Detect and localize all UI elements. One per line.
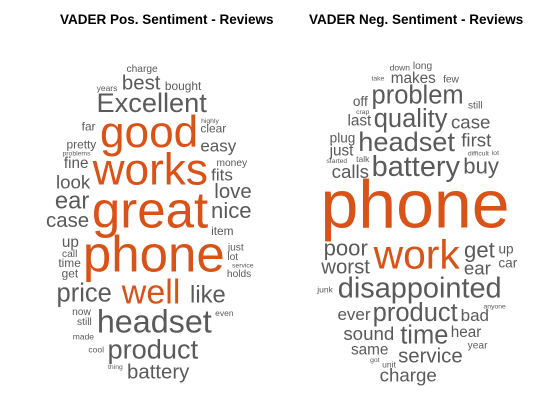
pos-word-money: money	[217, 158, 248, 169]
neg-word-lot: lot	[492, 150, 499, 157]
pos-word-cloud: great phone works good well headset Excellent p…	[15, 30, 285, 415]
neg-word-unit: unit	[382, 359, 396, 369]
neg-word-up: up	[498, 242, 513, 257]
neg-word-ever: ever	[337, 305, 370, 324]
pos-word-call: call	[62, 249, 77, 260]
neg-word-charge: charge	[380, 365, 437, 386]
pos-word-works: works	[92, 146, 208, 195]
neg-word-service: service	[398, 345, 463, 367]
neg-word-quality: quality	[374, 105, 448, 133]
neg-cloud-title: VADER Neg. Sentiment - Reviews	[309, 12, 524, 27]
neg-word-problem: problem	[372, 82, 464, 110]
pos-word-fits: fits	[211, 166, 233, 185]
neg-word-last: last	[347, 113, 372, 130]
pos-word-still: still	[77, 317, 92, 328]
neg-word-down: down	[390, 63, 411, 73]
pos-word-price: price	[57, 280, 112, 308]
neg-word-makes: makes	[391, 70, 436, 87]
pos-word-battery: battery	[127, 362, 190, 384]
pos-word-ear: ear	[55, 187, 89, 214]
neg-word-poor: poor	[324, 235, 368, 260]
pos-word-phone: phone	[83, 225, 225, 282]
neg-word-hear: hear	[451, 324, 482, 341]
pos-word-lot: lot	[227, 252, 238, 263]
neg-word-crap: crap	[356, 109, 369, 116]
neg-word-still: still	[468, 100, 483, 111]
neg-word-buy: buy	[463, 154, 499, 179]
pos-word-service: service	[232, 262, 254, 269]
neg-word-take: take	[371, 75, 384, 82]
pos-word-product: product	[107, 334, 198, 365]
neg-word-disappointed: disappointed	[338, 272, 502, 304]
pos-word-even: even	[215, 308, 234, 318]
pos-word-case: case	[46, 210, 89, 232]
pos-word-years: years	[97, 83, 118, 93]
pos-word-thing: thing	[108, 364, 123, 371]
pos-word-problems: problems	[63, 151, 92, 158]
pos-word-item: item	[211, 224, 234, 238]
neg-word-started: started	[326, 158, 347, 165]
pos-word-get: get	[62, 267, 79, 281]
neg-word-sound: sound	[343, 323, 394, 344]
neg-word-year: year	[468, 340, 488, 351]
neg-word-same: same	[351, 341, 388, 358]
pos-word-like: like	[190, 282, 226, 309]
pos-word-holds: holds	[227, 269, 251, 280]
pos-word-time: time	[58, 256, 81, 270]
pos-word-bought: bought	[165, 79, 202, 93]
pos-cloud-title: VADER Pos. Sentiment - Reviews	[60, 12, 274, 27]
pos-word-far: far	[82, 119, 96, 133]
pos-word-good: good	[100, 108, 198, 157]
neg-word-difficult: difficult	[468, 151, 489, 158]
neg-word-car: car	[498, 255, 517, 270]
neg-word-junk: junk	[316, 284, 333, 294]
neg-word-battery: battery	[372, 151, 461, 183]
neg-word-got: got	[370, 357, 380, 364]
pos-word-now: now	[72, 307, 91, 318]
neg-word-calls: calls	[332, 161, 369, 182]
neg-word-product: product	[373, 299, 458, 327]
pos-word-love: love	[214, 181, 251, 203]
pos-word-just: just	[227, 243, 244, 254]
pos-word-fine: fine	[64, 155, 89, 172]
pos-word-excellent: Excellent	[97, 87, 208, 118]
neg-word-headset: headset	[358, 126, 455, 157]
neg-word-case: case	[451, 112, 490, 133]
pos-word-great: great	[92, 182, 208, 239]
pos-word-nice: nice	[211, 198, 252, 223]
neg-word-work: work	[373, 232, 461, 278]
pos-word-clear: clear	[200, 122, 226, 136]
neg-word-talk: talk	[356, 154, 370, 164]
pos-word-highly: highly	[201, 118, 219, 125]
neg-word-get: get	[464, 237, 495, 262]
neg-word-off: off	[353, 94, 368, 109]
pos-word-easy: easy	[200, 137, 236, 156]
neg-word-just: just	[329, 143, 355, 160]
pos-word-pretty: pretty	[67, 138, 97, 152]
pos-word-cool: cool	[88, 345, 104, 355]
pos-word-charge: charge	[127, 64, 158, 75]
pos-word-well: well	[121, 274, 181, 312]
neg-word-cloud: phone work battery disappointed headset produ…	[280, 30, 550, 415]
neg-word-anyone: anyone	[484, 303, 507, 310]
neg-word-few: few	[443, 74, 459, 85]
neg-word-long: long	[413, 61, 433, 72]
pos-word-headset: headset	[97, 304, 212, 340]
neg-word-bad: bad	[461, 306, 489, 325]
neg-word-plug: plug	[330, 130, 356, 145]
neg-word-first: first	[461, 129, 492, 150]
pos-word-best: best	[122, 73, 161, 95]
neg-word-ear: ear	[464, 258, 491, 279]
pos-word-up: up	[62, 234, 79, 251]
pos-word-made: made	[73, 332, 95, 342]
neg-word-phone: phone	[320, 167, 509, 243]
neg-word-time: time	[400, 321, 448, 349]
neg-word-worst: worst	[320, 257, 370, 279]
pos-word-look: look	[56, 171, 91, 192]
